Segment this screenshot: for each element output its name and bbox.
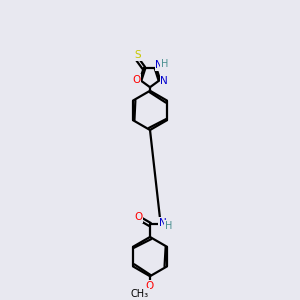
Text: O: O (146, 281, 154, 291)
Text: H: H (165, 221, 172, 231)
Text: N: N (155, 60, 163, 70)
Text: S: S (134, 50, 141, 60)
Text: O: O (132, 75, 140, 85)
Text: N: N (158, 218, 166, 228)
Text: O: O (134, 212, 142, 223)
Text: N: N (160, 76, 168, 86)
Text: H: H (161, 59, 168, 69)
Text: CH₃: CH₃ (131, 289, 149, 299)
